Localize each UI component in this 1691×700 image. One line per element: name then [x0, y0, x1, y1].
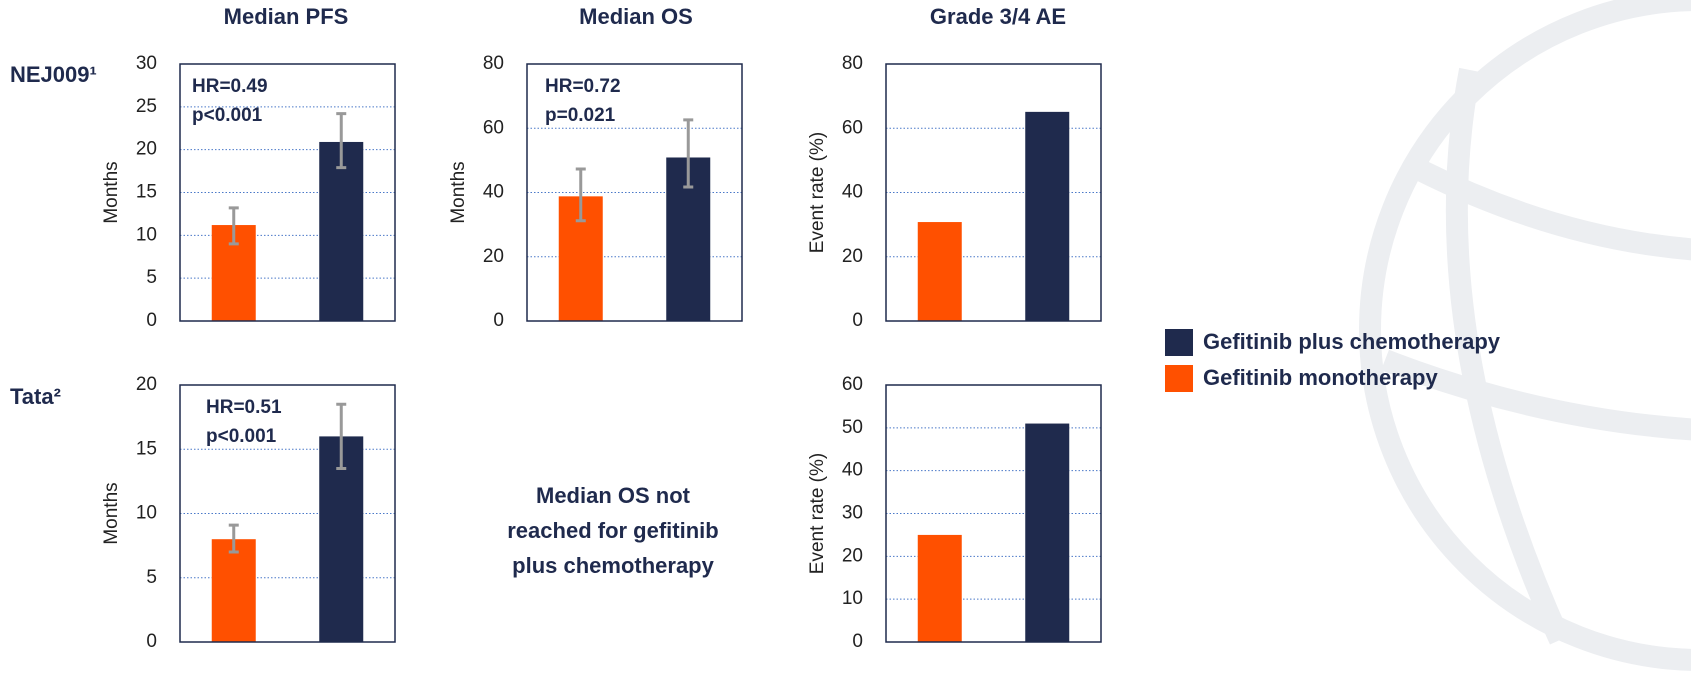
- note: plus chemotherapy: [512, 553, 714, 578]
- y-tick-label: 15: [136, 438, 157, 459]
- y-tick-label: 40: [483, 182, 504, 203]
- error-bar: [228, 523, 239, 554]
- y-axis-label: Event rate (%): [807, 453, 828, 574]
- error-bar: [683, 118, 694, 189]
- row-label: Tata²: [10, 384, 61, 409]
- y-tick-label: 60: [842, 374, 863, 395]
- y-tick-label: 10: [136, 503, 157, 524]
- y-tick-label: 10: [136, 224, 157, 245]
- y-tick-label: 10: [842, 588, 863, 609]
- y-tick-label: 50: [842, 417, 863, 438]
- y-tick-label: 0: [146, 310, 157, 331]
- y-tick-label: 30: [842, 503, 863, 524]
- bar: [211, 539, 256, 642]
- y-tick-label: 0: [493, 310, 504, 331]
- bar: [917, 222, 962, 321]
- y-tick-label: 80: [842, 53, 863, 74]
- plot-frame: [885, 384, 1102, 643]
- bar: [917, 534, 962, 642]
- error-bar: [575, 167, 586, 223]
- error-bar: [228, 206, 239, 246]
- column-title: Grade 3/4 AE: [930, 4, 1066, 29]
- y-axis-label: Months: [101, 161, 122, 223]
- error-bar: [336, 402, 347, 471]
- y-tick-label: 40: [842, 460, 863, 481]
- y-tick-label: 15: [136, 182, 157, 203]
- y-tick-label: 60: [842, 117, 863, 138]
- y-tick-label: 25: [136, 96, 157, 117]
- y-tick-label: 5: [146, 567, 157, 588]
- column-title: Median OS: [579, 4, 693, 29]
- legend-label: Gefitinib plus chemotherapy: [1203, 329, 1501, 354]
- legend-label: Gefitinib monotherapy: [1203, 365, 1438, 390]
- bar: [1025, 111, 1070, 322]
- y-tick-label: 30: [136, 53, 157, 74]
- annotation: p<0.001: [206, 426, 277, 447]
- y-tick-label: 5: [146, 267, 157, 288]
- error-bar: [336, 112, 347, 170]
- y-axis-label: Months: [448, 161, 469, 223]
- y-axis-label: Months: [101, 482, 122, 544]
- y-axis-label: Event rate (%): [807, 132, 828, 253]
- legend-swatch: [1165, 329, 1193, 356]
- annotation: p<0.001: [192, 105, 263, 126]
- y-tick-label: 0: [146, 631, 157, 652]
- note: reached for gefitinib: [507, 518, 718, 543]
- y-tick-label: 20: [842, 246, 863, 267]
- row-label: NEJ009¹: [10, 62, 97, 87]
- y-tick-label: 20: [483, 246, 504, 267]
- plot-frame: [885, 63, 1102, 322]
- y-tick-label: 0: [852, 631, 863, 652]
- y-tick-label: 0: [852, 310, 863, 331]
- annotation: p=0.021: [545, 105, 616, 126]
- plot-frame: [179, 63, 396, 322]
- annotation: HR=0.49: [192, 76, 268, 97]
- column-title: Median PFS: [224, 4, 349, 29]
- bar: [1025, 423, 1070, 642]
- legend-swatch: [1165, 365, 1193, 392]
- plot-frame: [179, 384, 396, 643]
- y-tick-label: 20: [136, 374, 157, 395]
- bar: [319, 436, 364, 642]
- plot-frame: [526, 63, 743, 322]
- note: Median OS not: [536, 483, 691, 508]
- annotation: HR=0.51: [206, 397, 282, 418]
- y-tick-label: 40: [842, 182, 863, 203]
- y-tick-label: 60: [483, 117, 504, 138]
- y-tick-label: 20: [842, 545, 863, 566]
- annotation: HR=0.72: [545, 76, 621, 97]
- y-tick-label: 20: [136, 139, 157, 160]
- y-tick-label: 80: [483, 53, 504, 74]
- bar: [319, 141, 364, 321]
- watermark: [1359, 0, 1691, 671]
